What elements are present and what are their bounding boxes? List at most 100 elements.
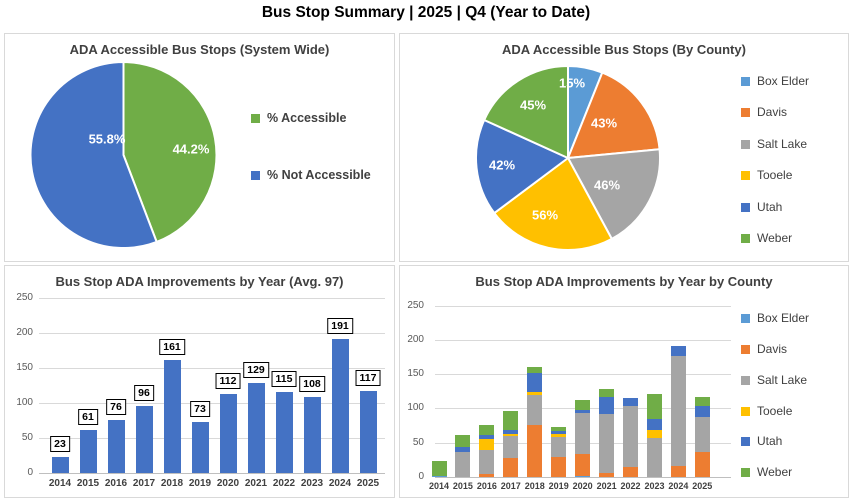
bar-segment-2018-utah	[527, 373, 543, 392]
bar-segment-2019-utah	[551, 431, 567, 434]
y-tick-label: 100	[407, 402, 424, 414]
x-tick-label: 2024	[668, 481, 689, 491]
legend-label: Box Elder	[757, 74, 810, 88]
legend-item-box-elder: Box Elder	[741, 310, 809, 326]
bar-segment-2020-weber	[575, 400, 591, 411]
x-axis-line	[39, 473, 385, 474]
legend-item-box-elder: Box Elder	[741, 73, 809, 89]
pie-slice-label-weber: 45%	[520, 98, 546, 113]
legend-label: Davis	[757, 105, 788, 119]
x-tick-label: 2022	[620, 481, 641, 491]
x-tick-label: 2018	[524, 481, 545, 491]
bar-segment-2017-weber	[503, 411, 519, 430]
bar-segment-2016-davis	[479, 473, 495, 477]
legend-label: % Accessible	[267, 111, 347, 125]
legend-item-salt-lake: Salt Lake	[741, 136, 807, 152]
chart-title-improvements-by-county: Bus Stop ADA Improvements by Year by Cou…	[475, 274, 773, 289]
bar-2019	[191, 421, 209, 473]
x-tick-label: 2025	[692, 481, 713, 491]
legend-item-tooele: Tooele	[741, 167, 792, 183]
panel-ada-system-wide: ADA Accessible Bus Stops (System Wide) 4…	[4, 33, 395, 262]
bar-value-label-2017: 96	[134, 384, 154, 401]
bar-value-label-2023: 108	[299, 376, 325, 393]
bar-segment-2018-weber	[527, 366, 543, 374]
chart-title-improvements-by-year: Bus Stop ADA Improvements by Year (Avg. …	[55, 274, 344, 289]
legend-swatch-davis	[741, 107, 750, 117]
x-axis-line	[435, 477, 731, 478]
bar-segment-2018-tooele	[527, 391, 543, 396]
pie-slice-accessible	[122, 61, 218, 243]
bar-segment-2023-utah	[647, 418, 662, 430]
bar-value-label-2014: 23	[50, 435, 70, 452]
bar-segment-2016-utah	[479, 435, 495, 439]
bar-segment-2025-salt-lake	[694, 416, 710, 453]
pie-slice-label-utah: 42%	[489, 158, 515, 173]
y-tick-label: 0	[27, 467, 33, 478]
legend-label: Salt Lake	[757, 373, 808, 387]
x-tick-label: 2020	[216, 478, 240, 489]
legend-swatch-tooele	[741, 406, 750, 416]
bar-segment-2018-salt-lake	[527, 395, 543, 425]
legend-swatch-utah	[741, 202, 750, 212]
legend-label: Box Elder	[757, 311, 810, 325]
y-tick-label: 200	[16, 326, 33, 338]
pie-slice-davis	[567, 71, 661, 159]
bar-value-label-2016: 76	[106, 398, 126, 415]
bar-segment-2017-salt-lake	[503, 435, 519, 459]
gridline	[39, 437, 385, 439]
bar-value-label-2015: 61	[78, 409, 98, 426]
pie-slice-label-tooele: 56%	[532, 208, 558, 223]
x-tick-label: 2021	[596, 481, 617, 491]
bar-2022	[275, 392, 293, 473]
bar-segment-2016-tooele	[479, 438, 495, 450]
bar-2014	[51, 456, 69, 473]
bar-segment-2024-utah	[670, 345, 686, 357]
bar-segment-2021-salt-lake	[599, 413, 615, 473]
bar-segment-2020-davis	[575, 454, 591, 476]
x-tick-label: 2022	[272, 478, 296, 489]
y-tick-label: 200	[407, 333, 424, 345]
bar-segment-2017-utah	[503, 429, 519, 434]
bar-segment-2020-box-elder	[575, 475, 591, 477]
y-tick-label: 250	[407, 299, 424, 311]
bar-segment-2016-salt-lake	[479, 449, 495, 474]
bar-value-label-2019: 73	[190, 400, 210, 417]
legend-swatch-utah	[741, 436, 750, 446]
pie-slice-label-box-elder: 15%	[559, 76, 585, 91]
gridline	[39, 332, 385, 334]
legend-item-salt-lake: Salt Lake	[741, 372, 807, 388]
bar-segment-2016-weber	[479, 424, 495, 436]
bar-value-label-2025: 117	[355, 369, 381, 386]
bar-2024	[331, 339, 349, 473]
bar-2023	[303, 397, 321, 473]
bar-value-label-2020: 112	[215, 373, 241, 390]
bar-segment-2023-salt-lake	[647, 437, 662, 477]
legend-item-weber: Weber	[741, 464, 792, 480]
bar-segment-2022-utah	[623, 398, 638, 407]
legend-item-weber: Weber	[741, 230, 792, 246]
bar-segment-2025-davis	[694, 452, 710, 477]
bar-segment-2017-davis	[503, 458, 519, 477]
bar-segment-2015-salt-lake	[455, 451, 471, 477]
x-tick-label: 2023	[644, 481, 665, 491]
bar-2025	[359, 390, 377, 473]
bar-segment-2014-weber	[431, 461, 447, 476]
x-tick-label: 2016	[104, 478, 128, 489]
pie-slice-salt-lake	[567, 148, 661, 240]
chart-title-system-wide: ADA Accessible Bus Stops (System Wide)	[69, 42, 330, 57]
x-tick-label: 2023	[300, 478, 324, 489]
bar-segment-2021-utah	[599, 396, 615, 414]
y-tick-label: 250	[16, 291, 33, 303]
legend-item-davis: Davis	[741, 341, 787, 357]
pie-slice-not-accessible	[29, 61, 158, 249]
legend-swatch-salt-lake	[741, 139, 750, 149]
bar-segment-2015-utah	[455, 446, 471, 452]
pie-slice-utah	[475, 118, 569, 215]
x-tick-label: 2014	[428, 481, 450, 491]
bar-2020	[219, 394, 237, 473]
bar-segment-2025-utah	[694, 406, 710, 417]
legend-swatch-accessible	[251, 113, 260, 123]
legend-item-not-accessible: % Not Accessible	[251, 167, 371, 183]
legend-item-accessible: % Accessible	[251, 110, 346, 126]
legend-label: Davis	[757, 342, 788, 356]
